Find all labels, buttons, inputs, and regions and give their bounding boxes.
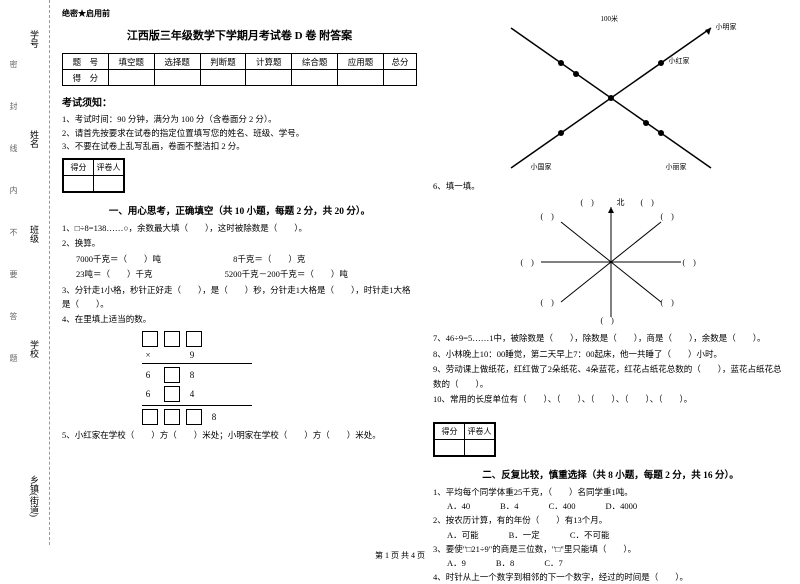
mult-9: 9 [186, 350, 202, 360]
hdr-col: 应用题 [338, 54, 384, 70]
notice-item: 2、请首先按要求在试卷的指定位置填写您的姓名、班级、学号。 [62, 127, 417, 141]
diag-label-br: 小丽家 [666, 162, 687, 172]
score-label: 评卷人 [465, 423, 495, 439]
binding-margin: 学号 姓名 班级 学校 乡镇(街道) 密 封 线 内 不 要 答 题 [0, 0, 50, 545]
label-xingming: 姓名 [28, 130, 41, 148]
mult-6: 6 [142, 370, 158, 380]
opt: A．40 [447, 500, 470, 512]
s2q1-options: A．40 B．4 C．400 D．4000 [447, 500, 788, 512]
question-4: 4、在里填上适当的数。 [62, 312, 417, 326]
question-6: 6、填一填。 [433, 179, 788, 193]
question-3: 3、分针走1小格，秒针正好走（ ），是（ ）秒，分针走1大格是（ ），时针走1大… [62, 283, 417, 312]
q2c: 23吨＝（ ）千克 [76, 269, 153, 279]
hdr-col: 综合题 [292, 54, 338, 70]
opt: A．可能 [447, 529, 479, 541]
diag-label-bl: 小国家 [531, 162, 552, 172]
hdr-col: 填空题 [108, 54, 154, 70]
hdr-col: 计算题 [246, 54, 292, 70]
mult-6b: 6 [142, 389, 158, 399]
question-10: 10、常用的长度单位有（ ）、（ ）、（ ）、（ ）、（ ）。 [433, 392, 788, 406]
question-2-row: 7000千克＝（ ）吨 8千克＝（ ）克 [62, 252, 417, 266]
score-label: 评卷人 [94, 159, 124, 175]
table-row: 得 分 [63, 70, 417, 86]
mult-x: × [142, 350, 158, 360]
opt: B．4 [500, 500, 518, 512]
label-xiangzhen: 乡镇(街道) [28, 475, 41, 517]
q2b: 8千克＝（ ）克 [233, 254, 305, 264]
hdr-col: 题 号 [63, 54, 109, 70]
mult-8: 8 [186, 370, 202, 380]
multiplication-figure: × 9 6 8 6 4 8 [142, 331, 417, 425]
opt: B．一定 [509, 529, 540, 541]
question-7: 7、46÷9=5……1中，被除数是（ ），除数是（ ），商是（ ），余数是（ ）… [433, 331, 788, 345]
opt: C．400 [549, 500, 576, 512]
notice-item: 3、不要在试卷上乱写乱画，卷面不整洁扣 2 分。 [62, 140, 417, 154]
s2q2-options: A．可能 B．一定 C．不可能 [447, 529, 788, 541]
table-row: 题 号 填空题 选择题 判断题 计算题 综合题 应用题 总分 [63, 54, 417, 70]
section2-title: 二、反复比较，慎重选择（共 8 小题，每题 2 分，共 16 分）。 [433, 467, 788, 481]
q2d: 5200千克－200千克＝（ ）吨 [225, 269, 348, 279]
direction-diagram: 100米 小明家 小红家 小国家 小丽家 [471, 8, 751, 178]
notice-item: 1、考试时间：90 分钟，满分为 100 分（含卷面分 2 分）。 [62, 113, 417, 127]
right-column: 100米 小明家 小红家 小国家 小丽家 6、填一填。 北 ( ) ( ) ( … [433, 8, 788, 545]
score-label: 得分 [64, 159, 94, 175]
s2-question-4: 4、时针从上一个数字到相邻的下一个数字，经过的时间是（ ）。 [433, 570, 788, 584]
page-footer: 第 1 页 共 4 页 [0, 550, 800, 561]
opt: D．4000 [605, 500, 637, 512]
diag-label-top: 100米 [601, 14, 619, 24]
compass-north: 北 [617, 197, 625, 208]
q2a: 7000千克＝（ ）吨 [76, 254, 161, 264]
question-5: 5、小红家在学校（ ）方（ ）米处；小明家在学校（ ）方（ ）米处。 [62, 428, 417, 442]
exam-title: 江西版三年级数学下学期月考试卷 D 卷 附答案 [62, 27, 417, 43]
question-2-row: 23吨＝（ ）千克 5200千克－200千克＝（ ）吨 [62, 267, 417, 281]
label-xuexiao: 学校 [28, 340, 41, 358]
notice-title: 考试须知： [62, 94, 417, 109]
s2-question-1: 1、平均每个同学体重25千克，（ ）名同学重1吨。 [433, 485, 788, 499]
hdr-col: 选择题 [154, 54, 200, 70]
secret-mark: 绝密★启用前 [62, 8, 417, 19]
diag-label-tr: 小明家 [716, 22, 737, 32]
score-label: 得分 [435, 423, 465, 439]
binding-line-text: 密 封 线 内 不 要 答 题 [8, 60, 19, 368]
hdr-col: 判断题 [200, 54, 246, 70]
label-xuehao: 学号 [28, 30, 41, 48]
score-header-table: 题 号 填空题 选择题 判断题 计算题 综合题 应用题 总分 得 分 [62, 53, 417, 86]
score-box-2: 得分评卷人 [433, 422, 496, 457]
diag-label-r: 小红家 [669, 56, 690, 66]
question-9: 9、劳动课上做纸花，红红做了2朵纸花、4朵蓝花，红花占纸花总数的（ ），蓝花占纸… [433, 362, 788, 391]
s2-question-2: 2、按农历计算，有的年份（ ）有13个月。 [433, 513, 788, 527]
main-content: 绝密★启用前 江西版三年级数学下学期月考试卷 D 卷 附答案 题 号 填空题 选… [50, 0, 800, 545]
left-column: 绝密★启用前 江西版三年级数学下学期月考试卷 D 卷 附答案 题 号 填空题 选… [62, 8, 417, 545]
score-box: 得分评卷人 [62, 158, 125, 193]
compass-diagram: 北 ( ) ( ) ( ) ( ) ( ) ( ) ( ) ( ) ( ) [521, 197, 701, 327]
label-banji: 班级 [28, 225, 41, 243]
mult-4: 4 [186, 389, 202, 399]
hdr-row2: 得 分 [63, 70, 109, 86]
question-2: 2、换算。 [62, 236, 417, 250]
opt: C．不可能 [570, 529, 610, 541]
diagram-svg [471, 8, 751, 178]
mult-8b: 8 [208, 412, 224, 422]
question-8: 8、小林晚上10：00睡觉，第二天早上7：00起床，他一共睡了（ ）小时。 [433, 347, 788, 361]
section1-title: 一、用心思考，正确填空（共 10 小题，每题 2 分，共 20 分）。 [62, 203, 417, 217]
question-1: 1、□÷8=138……○，余数最大填（ ），这时被除数是（ ）。 [62, 221, 417, 235]
hdr-col: 总分 [383, 54, 416, 70]
